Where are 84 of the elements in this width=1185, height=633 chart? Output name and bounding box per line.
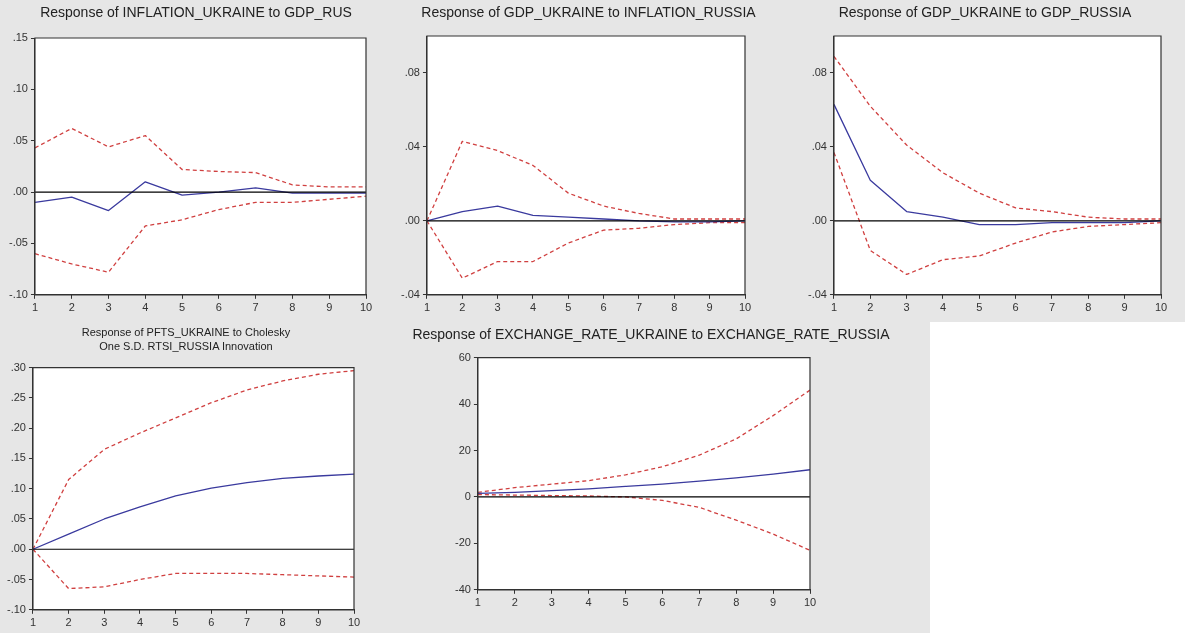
x-tick-label: 10: [359, 301, 373, 314]
y-tick-label: .04: [811, 139, 827, 152]
chart-title: Response of EXCHANGE_RATE_UKRAINE to EXCHANGE_RATE_RUSSIA: [411, 325, 891, 344]
y-tick-label: .08: [404, 66, 420, 78]
x-tick-label: 2: [511, 596, 518, 609]
x-tick-label: 5: [172, 616, 179, 629]
x-tick-label: 6: [600, 301, 607, 314]
x-tick-label: 8: [289, 301, 296, 314]
x-tick-label: 2: [867, 301, 874, 314]
x-tick-label: 7: [243, 616, 251, 629]
x-tick-label: 3: [101, 616, 108, 629]
y-tick-label: .10: [10, 481, 26, 494]
y-tick-label: -.10: [8, 287, 28, 300]
y-tick-label: -.10: [6, 602, 26, 615]
y-tick-label: .20: [10, 421, 26, 434]
y-tick-label: 60: [458, 350, 471, 363]
y-tick-label: .08: [811, 66, 827, 78]
y-tick-label: .15: [10, 451, 26, 464]
x-tick-label: 9: [315, 616, 322, 629]
y-tick-label: .30: [10, 360, 26, 373]
chart-title: Response of INFLATION_UKRAINE to GDP_RUS: [39, 3, 353, 22]
x-tick-label: 6: [208, 616, 215, 629]
y-tick-label: .04: [404, 139, 420, 152]
x-tick-label: 4: [585, 596, 592, 609]
x-tick-label: 2: [65, 616, 72, 629]
x-tick-label: 3: [494, 301, 501, 314]
x-tick-label: 8: [1085, 301, 1092, 314]
y-tick-label: 20: [458, 443, 471, 456]
y-tick-label: .10: [12, 82, 28, 95]
x-tick-label: 9: [770, 596, 777, 609]
y-tick-label: -.05: [8, 236, 28, 249]
x-tick-label: 1: [31, 301, 39, 314]
y-tick-label: .05: [10, 512, 26, 525]
x-tick-label: 5: [565, 301, 572, 314]
y-tick-label: -40: [454, 582, 471, 595]
x-tick-label: 6: [659, 596, 666, 609]
x-tick-label: 7: [696, 596, 703, 609]
x-tick-label: 9: [326, 301, 333, 314]
x-tick-label: 8: [279, 616, 286, 629]
x-tick-label: 10: [347, 616, 361, 629]
x-tick-label: 4: [142, 301, 149, 314]
y-tick-label: -.05: [6, 572, 26, 585]
y-tick-label: 0: [464, 489, 471, 502]
x-tick-label: 7: [1048, 301, 1056, 314]
x-tick-label: 4: [939, 301, 947, 314]
x-tick-label: 7: [635, 301, 643, 314]
x-tick-label: 1: [830, 301, 838, 314]
y-tick-label: .00: [10, 542, 26, 555]
x-tick-label: 7: [252, 301, 259, 314]
x-tick-label: 6: [1012, 301, 1019, 314]
x-tick-label: 10: [803, 596, 817, 609]
y-tick-label: .00: [404, 213, 420, 226]
x-tick-label: 4: [136, 616, 144, 629]
x-tick-label: 2: [68, 301, 75, 314]
x-tick-label: 2: [459, 301, 466, 314]
x-tick-label: 3: [105, 301, 112, 314]
x-tick-label: 5: [622, 596, 629, 609]
x-tick-label: 5: [179, 301, 186, 314]
chart-title: Response of PFTS_UKRAINE to Cholesky One S.D. RTSI_RUSSIA Innovation: [80, 325, 292, 354]
x-tick-label: 9: [1121, 301, 1128, 314]
x-tick-label: 3: [548, 596, 555, 609]
chart-title: Response of GDP_UKRAINE to GDP_RUSSIA: [837, 3, 1133, 22]
y-tick-label: 40: [458, 397, 471, 410]
x-tick-label: 4: [529, 301, 537, 314]
y-tick-label: .25: [10, 390, 26, 403]
x-tick-label: 10: [738, 301, 752, 314]
x-tick-label: 10: [1154, 301, 1168, 314]
x-tick-label: 8: [671, 301, 678, 314]
x-tick-label: 1: [29, 616, 37, 629]
x-tick-label: 6: [215, 301, 222, 314]
x-tick-label: 5: [976, 301, 983, 314]
chart-title: Response of GDP_UKRAINE to INFLATION_RUSSIA: [420, 3, 757, 22]
y-tick-label: -20: [454, 536, 471, 549]
x-tick-label: 9: [706, 301, 713, 314]
y-tick-label: .05: [12, 133, 28, 146]
y-tick-label: -.04: [400, 287, 420, 300]
x-tick-label: 3: [903, 301, 910, 314]
y-tick-label: .00: [811, 213, 827, 226]
y-tick-label: .15: [12, 31, 28, 44]
y-tick-label: -.04: [807, 287, 827, 300]
y-tick-label: .00: [12, 185, 28, 198]
x-tick-label: 1: [474, 596, 481, 609]
x-tick-label: 1: [423, 301, 431, 314]
x-tick-label: 8: [733, 596, 740, 609]
